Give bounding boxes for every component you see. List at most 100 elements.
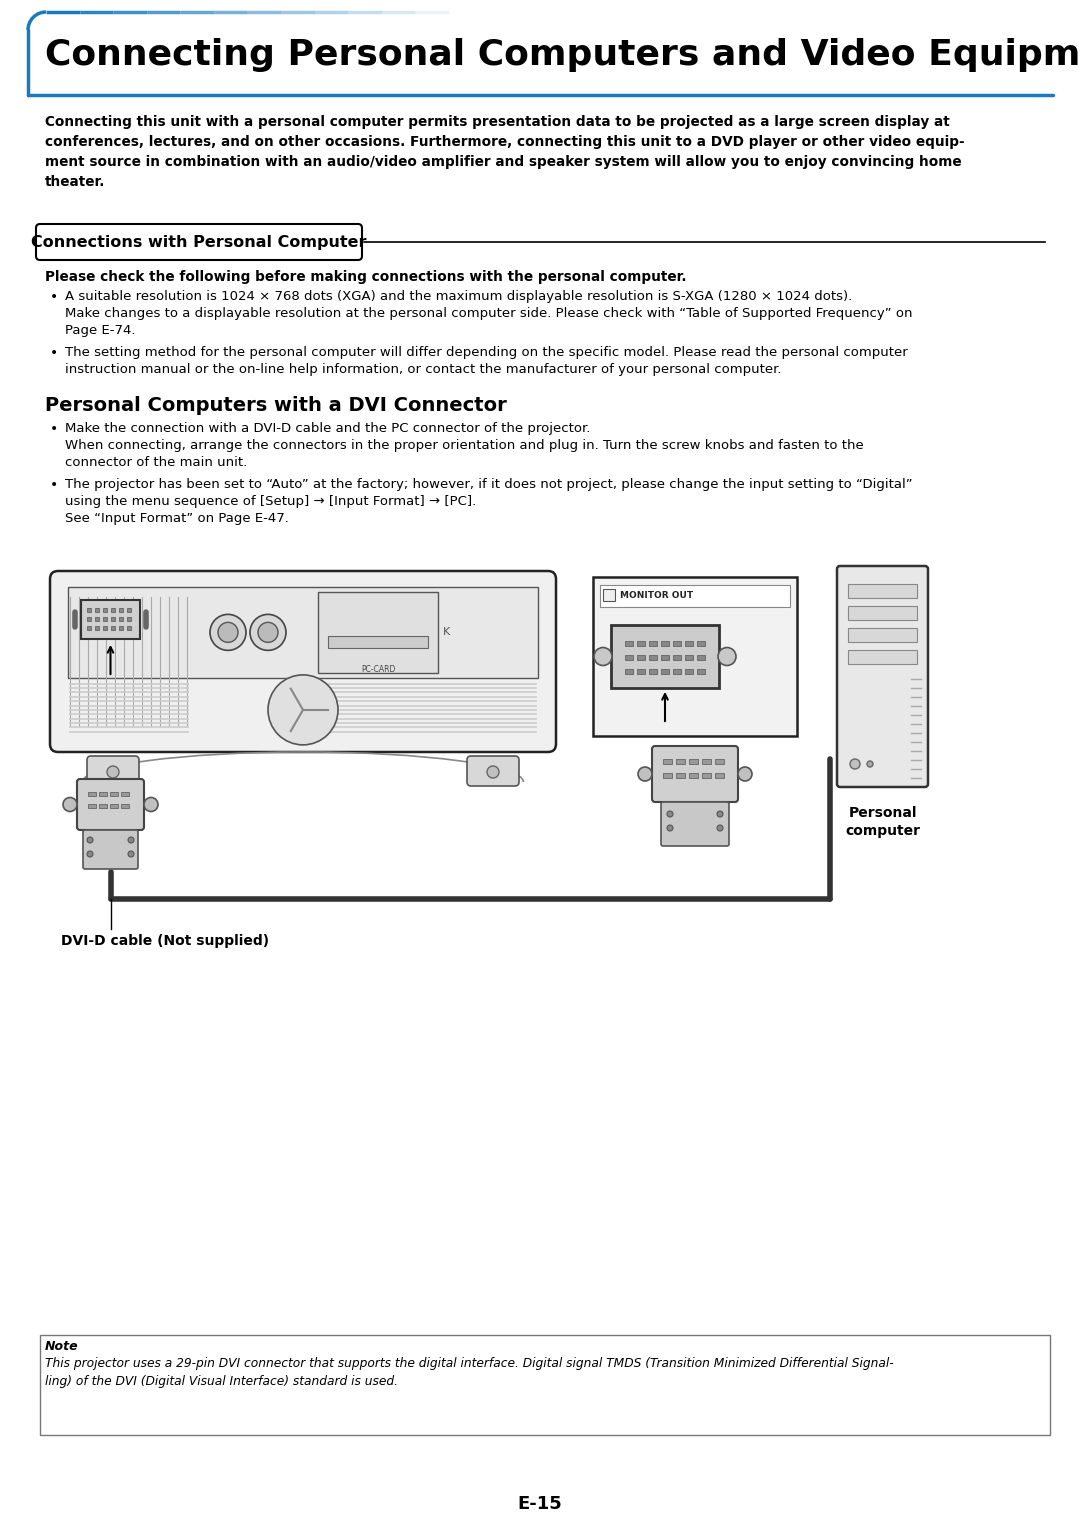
FancyBboxPatch shape	[111, 617, 114, 621]
Text: Connecting this unit with a personal computer permits presentation data to be pr: Connecting this unit with a personal com…	[45, 114, 964, 189]
FancyBboxPatch shape	[600, 584, 789, 607]
FancyBboxPatch shape	[663, 774, 672, 778]
FancyBboxPatch shape	[121, 804, 129, 807]
FancyBboxPatch shape	[87, 804, 96, 807]
Circle shape	[850, 758, 860, 769]
Text: Personal
computer: Personal computer	[845, 806, 920, 838]
Text: K: K	[443, 627, 450, 638]
FancyBboxPatch shape	[83, 830, 138, 868]
FancyBboxPatch shape	[87, 792, 96, 797]
FancyBboxPatch shape	[689, 774, 698, 778]
Circle shape	[717, 810, 723, 816]
FancyBboxPatch shape	[637, 668, 645, 674]
Text: Make changes to a displayable resolution at the personal computer side. Please c: Make changes to a displayable resolution…	[65, 307, 913, 320]
FancyBboxPatch shape	[127, 617, 131, 621]
Circle shape	[867, 761, 873, 768]
FancyBboxPatch shape	[328, 636, 428, 647]
FancyBboxPatch shape	[663, 758, 672, 765]
FancyBboxPatch shape	[110, 792, 118, 797]
FancyBboxPatch shape	[103, 607, 107, 612]
FancyBboxPatch shape	[121, 792, 129, 797]
FancyBboxPatch shape	[848, 584, 917, 598]
Circle shape	[87, 852, 93, 858]
FancyBboxPatch shape	[652, 746, 738, 803]
Circle shape	[144, 798, 158, 812]
FancyBboxPatch shape	[673, 641, 681, 645]
Text: Personal Computers with a DVI Connector: Personal Computers with a DVI Connector	[45, 397, 507, 415]
FancyBboxPatch shape	[685, 668, 693, 674]
Text: This projector uses a 29-pin DVI connector that supports the digital interface. : This projector uses a 29-pin DVI connect…	[45, 1357, 893, 1389]
FancyBboxPatch shape	[649, 641, 657, 645]
FancyBboxPatch shape	[848, 650, 917, 664]
Circle shape	[107, 766, 119, 778]
Circle shape	[717, 826, 723, 832]
Text: DVI-D cable (Not supplied): DVI-D cable (Not supplied)	[60, 934, 269, 948]
FancyBboxPatch shape	[603, 589, 615, 601]
FancyBboxPatch shape	[697, 668, 705, 674]
FancyBboxPatch shape	[673, 655, 681, 661]
FancyBboxPatch shape	[119, 607, 123, 612]
FancyBboxPatch shape	[81, 600, 140, 639]
FancyBboxPatch shape	[697, 641, 705, 645]
FancyBboxPatch shape	[467, 755, 519, 786]
Circle shape	[594, 647, 612, 665]
Text: connector of the main unit.: connector of the main unit.	[65, 456, 247, 468]
Text: •: •	[50, 478, 58, 491]
Text: •: •	[50, 346, 58, 360]
Circle shape	[63, 798, 77, 812]
Circle shape	[487, 766, 499, 778]
Text: MONITOR OUT: MONITOR OUT	[620, 591, 693, 600]
FancyBboxPatch shape	[702, 774, 711, 778]
FancyBboxPatch shape	[103, 626, 107, 630]
FancyBboxPatch shape	[68, 588, 538, 678]
FancyBboxPatch shape	[673, 668, 681, 674]
FancyBboxPatch shape	[697, 655, 705, 661]
FancyBboxPatch shape	[111, 607, 114, 612]
Circle shape	[258, 623, 278, 642]
FancyBboxPatch shape	[637, 655, 645, 661]
FancyBboxPatch shape	[689, 758, 698, 765]
FancyBboxPatch shape	[95, 626, 99, 630]
FancyBboxPatch shape	[40, 1335, 1050, 1434]
Circle shape	[218, 623, 238, 642]
FancyBboxPatch shape	[99, 804, 107, 807]
FancyBboxPatch shape	[676, 774, 685, 778]
Text: A suitable resolution is 1024 × 768 dots (XGA) and the maximum displayable resol: A suitable resolution is 1024 × 768 dots…	[65, 290, 852, 304]
FancyBboxPatch shape	[637, 641, 645, 645]
FancyBboxPatch shape	[99, 792, 107, 797]
FancyBboxPatch shape	[611, 626, 719, 688]
FancyBboxPatch shape	[87, 755, 139, 786]
Text: PC-CARD: PC-CARD	[361, 665, 395, 674]
Text: •: •	[50, 290, 58, 304]
Circle shape	[667, 826, 673, 832]
Text: The setting method for the personal computer will differ depending on the specif: The setting method for the personal comp…	[65, 346, 908, 359]
FancyBboxPatch shape	[685, 641, 693, 645]
Text: Page E-74.: Page E-74.	[65, 324, 135, 337]
Circle shape	[87, 836, 93, 842]
Text: Connections with Personal Computer: Connections with Personal Computer	[31, 235, 367, 249]
FancyBboxPatch shape	[36, 224, 362, 259]
FancyBboxPatch shape	[95, 617, 99, 621]
FancyBboxPatch shape	[661, 655, 669, 661]
FancyBboxPatch shape	[87, 626, 91, 630]
FancyBboxPatch shape	[649, 655, 657, 661]
Text: Note: Note	[45, 1340, 79, 1354]
Text: •: •	[50, 423, 58, 436]
Text: When connecting, arrange the connectors in the proper orientation and plug in. T: When connecting, arrange the connectors …	[65, 439, 864, 452]
FancyBboxPatch shape	[625, 641, 633, 645]
FancyBboxPatch shape	[318, 592, 438, 673]
Circle shape	[667, 810, 673, 816]
Circle shape	[638, 768, 652, 781]
Text: Connecting Personal Computers and Video Equipment: Connecting Personal Computers and Video …	[45, 38, 1080, 73]
FancyBboxPatch shape	[649, 668, 657, 674]
FancyBboxPatch shape	[95, 607, 99, 612]
FancyBboxPatch shape	[702, 758, 711, 765]
FancyBboxPatch shape	[127, 607, 131, 612]
Circle shape	[268, 674, 338, 745]
FancyBboxPatch shape	[848, 606, 917, 620]
FancyBboxPatch shape	[119, 626, 123, 630]
FancyBboxPatch shape	[715, 774, 724, 778]
FancyBboxPatch shape	[119, 617, 123, 621]
Text: E-15: E-15	[517, 1495, 563, 1512]
Circle shape	[129, 836, 134, 842]
